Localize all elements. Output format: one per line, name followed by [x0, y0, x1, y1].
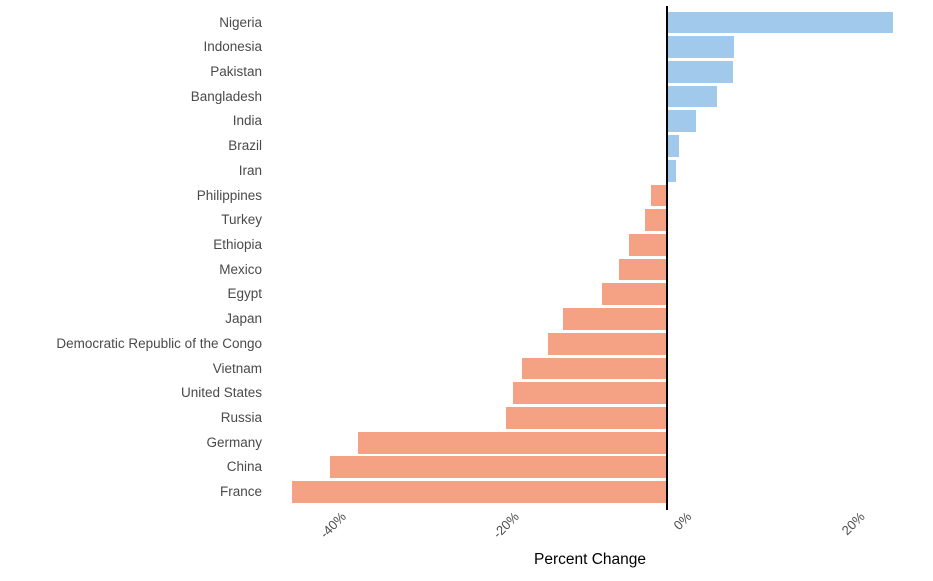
bar-russia — [505, 407, 667, 429]
zero-axis-line — [666, 6, 668, 510]
category-label: Nigeria — [219, 14, 262, 30]
category-label: Vietnam — [212, 360, 262, 376]
bar-philippines — [650, 184, 667, 207]
category-label: China — [226, 459, 262, 475]
category-label: United States — [180, 385, 262, 401]
x-tick-label: -20% — [489, 509, 522, 542]
category-label: Democratic Republic of the Congo — [56, 335, 262, 351]
category-label: Turkey — [221, 212, 262, 228]
bar-china — [330, 456, 667, 479]
x-axis-title: Percent Change — [533, 551, 647, 568]
category-label: Germany — [206, 434, 262, 450]
category-label: France — [219, 484, 262, 500]
bar-bangladesh — [667, 85, 718, 108]
bar-turkey — [645, 209, 667, 232]
category-label: Mexico — [219, 261, 262, 277]
x-tick-label: -40% — [317, 509, 350, 542]
bar-indonesia — [667, 36, 735, 59]
category-label: India — [232, 113, 262, 129]
category-label: Iran — [238, 162, 262, 178]
bar-france — [292, 481, 667, 503]
bar-germany — [357, 431, 667, 454]
bar-vietnam — [521, 357, 667, 380]
category-label: Indonesia — [203, 39, 262, 55]
category-label: Japan — [225, 311, 262, 327]
x-tick-label: 0% — [670, 509, 695, 533]
bar-nigeria — [667, 11, 894, 34]
bar-mexico — [618, 258, 667, 281]
bar-democratic-republic-of-the-congo — [547, 332, 667, 355]
category-label: Pakistan — [210, 63, 262, 79]
bar-japan — [563, 308, 667, 330]
category-label: Ethiopia — [213, 236, 262, 252]
bar-pakistan — [667, 60, 734, 83]
category-label: Russia — [220, 410, 262, 426]
category-label: Brazil — [228, 138, 262, 154]
category-label: Egypt — [227, 286, 262, 302]
bar-egypt — [602, 283, 667, 306]
bar-india — [667, 110, 697, 133]
x-tick-label: 20% — [838, 509, 868, 539]
bar-iran — [667, 159, 676, 182]
category-label: Bangladesh — [190, 88, 262, 104]
bar-ethiopia — [629, 233, 667, 256]
bar-united-states — [513, 382, 667, 405]
category-label: Philippines — [196, 187, 262, 203]
bar-brazil — [667, 135, 680, 157]
